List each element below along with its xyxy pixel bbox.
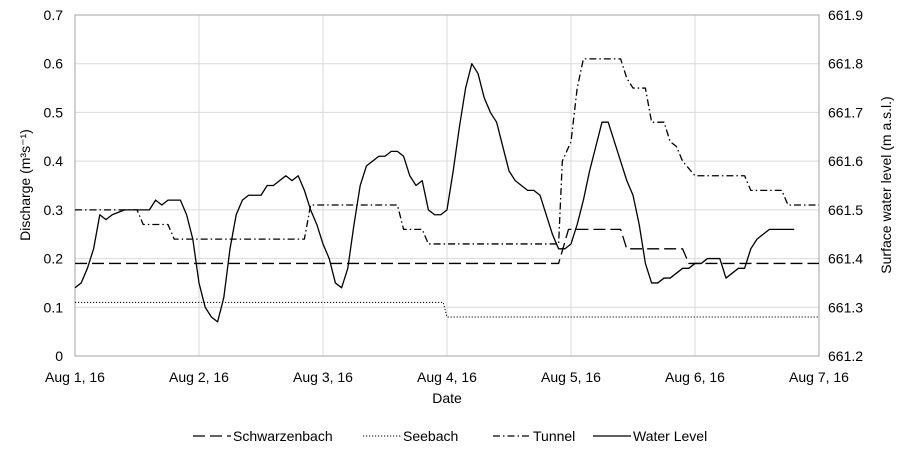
right-tick-label: 661.8 [828,56,863,72]
right-tick-label: 661.4 [828,251,863,267]
x-tick-label: Aug 6, 16 [665,369,725,385]
left-axis-ticks: 0 0.1 0.2 0.3 0.4 0.5 0.6 0.7 [44,7,64,364]
series-line-seebach [75,301,819,318]
left-tick-label: 0.4 [44,153,64,169]
legend: Schwarzenbach Seebach Tunnel Water Level [193,428,707,444]
x-tick-label: Aug 2, 16 [169,369,229,385]
series-line-water-level [74,63,795,323]
right-tick-label: 661.3 [828,299,863,315]
legend-label: Water Level [633,428,707,444]
x-axis-title: Date [432,390,462,406]
grid-lines [74,14,820,357]
left-tick-label: 0.1 [44,299,64,315]
right-tick-label: 661.7 [828,104,863,120]
left-axis-title: Discharge (m³s⁻¹) [17,129,33,241]
legend-label: Seebach [403,428,458,444]
x-tick-label: Aug 1, 16 [45,369,105,385]
right-tick-label: 661.5 [828,202,863,218]
left-tick-label: 0.5 [44,104,64,120]
left-tick-label: 0.7 [44,7,64,23]
legend-label: Tunnel [533,428,575,444]
x-tick-label: Aug 4, 16 [417,369,477,385]
series-line-tunnel [75,58,819,245]
series-layer [74,58,819,323]
right-tick-label: 661.9 [828,7,863,23]
left-tick-label: 0 [55,348,63,364]
x-tick-label: Aug 5, 16 [541,369,601,385]
right-tick-label: 661.2 [828,348,863,364]
x-tick-label: Aug 3, 16 [293,369,353,385]
left-tick-label: 0.2 [44,251,64,267]
left-tick-label: 0.3 [44,202,64,218]
right-axis-ticks: 661.2 661.3 661.4 661.5 661.6 661.7 661.8 661.9 [828,7,863,364]
series-line-schwarzenbach [75,228,819,265]
x-tick-label: Aug 7, 16 [789,369,849,385]
right-tick-label: 661.6 [828,153,863,169]
right-axis-title: Surface water level (m a.s.l.) [878,96,894,273]
x-axis-ticks: Aug 1, 16 Aug 2, 16 Aug 3, 16 Aug 4, 16 Aug … [45,369,849,385]
plot-area-border [74,14,820,357]
legend-label: Schwarzenbach [233,428,333,444]
left-tick-label: 0.6 [44,56,64,72]
